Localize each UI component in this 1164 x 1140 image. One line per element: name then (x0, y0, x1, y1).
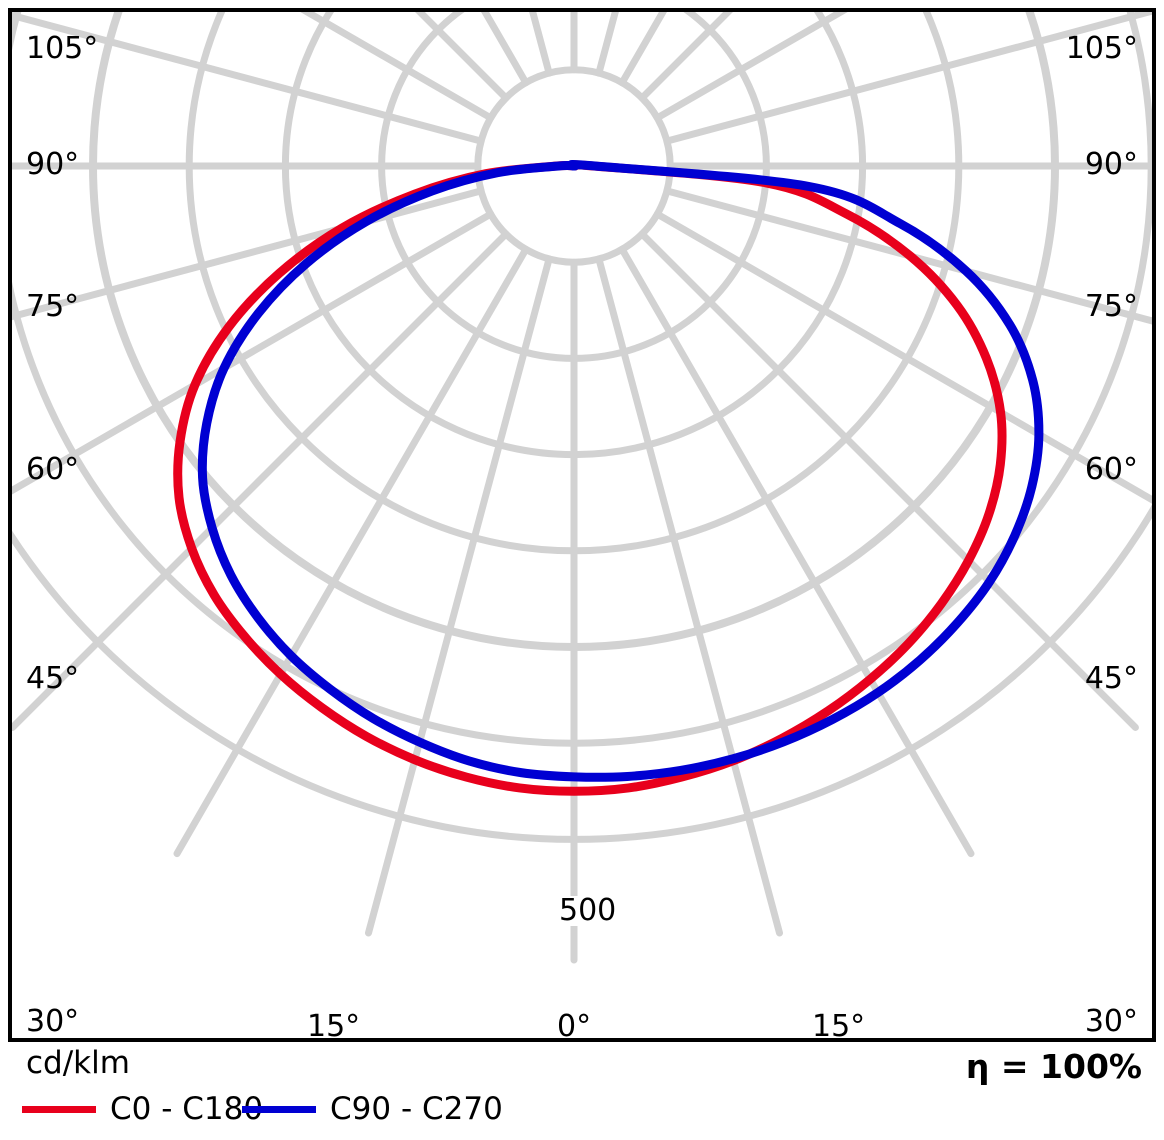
legend: cd/klm η = 100% C0 - C180 C90 - C270 (8, 1046, 1156, 1134)
angle-label-right-75: 75° (1084, 289, 1138, 324)
legend-label-c0-c180: C0 - C180 (110, 1091, 264, 1127)
polar-chart-canvas (12, 12, 1152, 964)
efficiency-label: η = 100% (965, 1047, 1142, 1086)
units-label: cd/klm (26, 1045, 130, 1081)
angle-label-right-60: 60° (1084, 452, 1138, 487)
plot-frame: 105° 90° 75° 60° 45° 30° 105° 90° 75° 60… (8, 8, 1156, 1042)
radial-tick-label-500: 500 (555, 896, 621, 926)
legend-swatch-c90-c270 (242, 1106, 316, 1113)
curve-c0-c180 (173, 160, 1007, 796)
legend-label-c90-c270: C90 - C270 (330, 1091, 503, 1127)
angle-label-right-45: 45° (1084, 661, 1138, 696)
angle-label-bottom-0: 0° (557, 1009, 592, 1042)
angle-label-right-30: 30° (1084, 1004, 1138, 1039)
legend-item-c0-c180[interactable]: C0 - C180 (22, 1094, 263, 1125)
angle-label-left-75: 75° (26, 289, 80, 324)
angle-label-right-105: 105° (1065, 31, 1138, 66)
angle-label-left-90: 90° (26, 147, 80, 182)
angle-label-bottom-left-15: 15° (307, 1009, 361, 1042)
angle-label-right-90: 90° (1084, 147, 1138, 182)
curve-c90-c270 (197, 159, 1044, 782)
curve-layer (173, 159, 1044, 796)
legend-swatch-c0-c180 (22, 1106, 96, 1113)
angle-label-left-30: 30° (26, 1004, 80, 1039)
angle-label-bottom-right-15: 15° (812, 1009, 866, 1042)
angle-label-left-45: 45° (26, 661, 80, 696)
legend-item-c90-c270[interactable]: C90 - C270 (242, 1094, 503, 1125)
angle-label-left-105: 105° (26, 31, 99, 66)
angle-label-left-60: 60° (26, 452, 80, 487)
polar-grid (12, 12, 1152, 964)
